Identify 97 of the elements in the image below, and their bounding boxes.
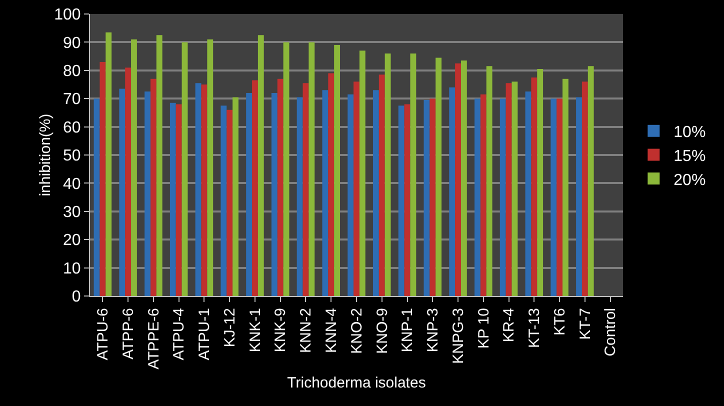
x-axis-title: Trichoderma isolates — [287, 374, 426, 392]
bar — [271, 92, 278, 296]
x-tick-label: KNN-2 — [298, 308, 315, 354]
bar — [354, 82, 360, 296]
bar — [182, 42, 188, 296]
bar — [277, 78, 284, 296]
x-tick-label: KJ-12 — [221, 308, 238, 348]
bar — [576, 97, 582, 296]
bar — [328, 73, 334, 296]
x-tick-label: ATPU-1 — [196, 308, 214, 360]
x-tick-label: KNPG-3 — [450, 308, 467, 364]
y-tick-label: 60 — [63, 119, 81, 136]
bar — [550, 98, 557, 296]
bar — [348, 94, 354, 296]
bar — [119, 88, 126, 296]
bar — [220, 106, 227, 296]
y-tick-label: 0 — [72, 288, 81, 306]
x-tick-label: KNO-9 — [374, 308, 391, 354]
bar — [378, 74, 385, 296]
bar — [296, 97, 303, 296]
bar — [404, 104, 410, 296]
bar — [207, 39, 214, 296]
bar — [100, 62, 106, 296]
bar — [308, 42, 315, 296]
legend-label: 20% — [674, 172, 706, 189]
y-tick-label: 80 — [63, 63, 81, 80]
bar — [556, 98, 563, 296]
x-tick-label: KNK-1 — [246, 308, 264, 352]
bar — [131, 39, 137, 296]
bar — [246, 92, 252, 296]
bar — [156, 35, 162, 296]
bar — [474, 98, 480, 296]
bar — [486, 66, 492, 296]
x-tick-label: ATPPE-6 — [145, 308, 162, 370]
bar — [170, 102, 176, 296]
bar — [512, 82, 518, 296]
y-tick-label: 50 — [63, 148, 81, 165]
bar — [398, 106, 404, 296]
bar — [283, 42, 290, 296]
x-tick-label: KNP-3 — [424, 308, 442, 352]
bar — [334, 45, 340, 296]
bar — [531, 77, 538, 296]
bar — [106, 32, 112, 296]
bar — [562, 78, 568, 296]
bar — [430, 98, 436, 296]
bar — [455, 63, 461, 296]
bar — [460, 60, 467, 296]
bar — [424, 100, 430, 296]
bar — [258, 35, 264, 296]
bar — [201, 84, 208, 296]
x-tick-label: KNO-2 — [348, 308, 366, 354]
bar — [125, 68, 132, 296]
x-tick-label: Control — [602, 308, 620, 356]
bar — [588, 66, 594, 296]
y-tick-label: 40 — [63, 176, 81, 193]
bar — [525, 92, 532, 296]
bar — [232, 97, 238, 296]
x-tick-label: KNP-1 — [399, 308, 416, 352]
bar — [359, 50, 366, 296]
legend-label: 15% — [674, 148, 706, 165]
bar — [506, 83, 512, 296]
x-tick-label: KT-7 — [576, 308, 594, 340]
x-tick-label: KP 10 — [475, 308, 492, 349]
y-tick-label: 90 — [63, 34, 81, 52]
bar — [500, 98, 506, 296]
x-tick-label: ATPU-4 — [170, 308, 188, 360]
bar — [582, 82, 588, 296]
bar — [449, 87, 456, 296]
bar — [226, 110, 233, 296]
x-tick-label: KNK-9 — [272, 308, 290, 352]
bar — [410, 53, 416, 296]
bar — [384, 53, 391, 296]
y-tick-label: 20 — [63, 232, 81, 250]
y-tick-label: 10 — [63, 260, 81, 278]
bar — [322, 90, 328, 296]
y-tick-label: 30 — [63, 204, 81, 221]
bar — [537, 68, 544, 296]
x-tick-label: KR-4 — [500, 308, 518, 342]
y-tick-label: 100 — [54, 6, 81, 24]
bar — [436, 58, 442, 296]
x-tick-label: ATPU-6 — [94, 308, 112, 360]
x-tick-label: KT-13 — [526, 308, 544, 348]
legend-label: 10% — [674, 124, 706, 142]
bar — [302, 83, 309, 296]
bar — [94, 98, 100, 296]
bar — [195, 83, 202, 296]
bar — [252, 80, 258, 296]
x-tick-label: KNN-4 — [322, 308, 340, 354]
bar — [144, 92, 150, 296]
x-tick-label: KT6 — [551, 308, 568, 336]
y-axis-title: inhibition(%) — [37, 114, 54, 196]
y-tick-label: 70 — [63, 91, 81, 108]
bar — [373, 90, 379, 296]
bar — [480, 94, 486, 296]
bar — [150, 78, 156, 296]
bar — [176, 104, 182, 296]
x-tick-label: ATPP-6 — [120, 308, 137, 360]
